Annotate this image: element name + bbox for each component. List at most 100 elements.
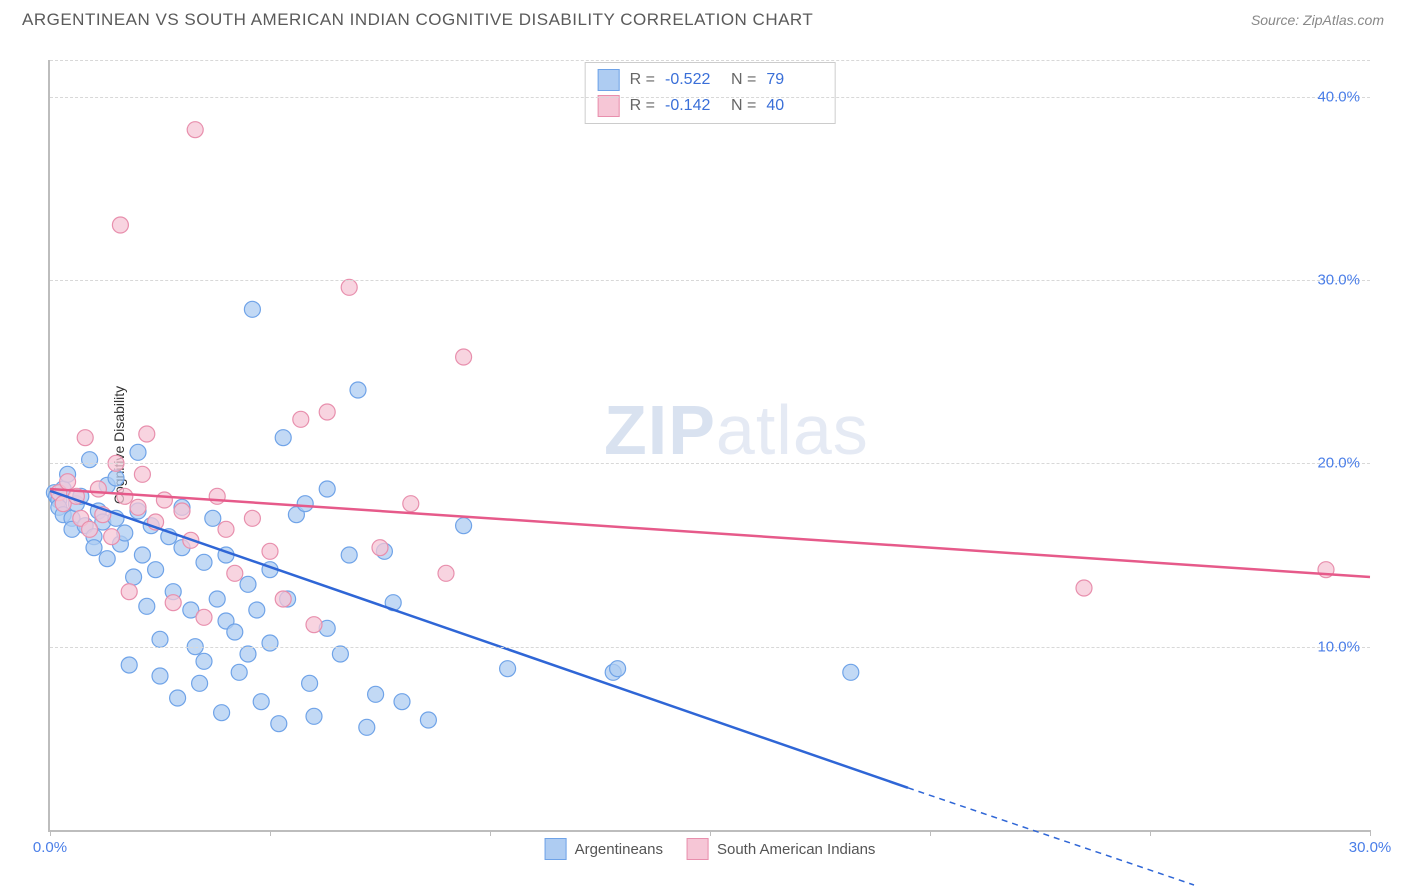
- gridline: [50, 60, 1370, 61]
- data-point: [359, 719, 375, 735]
- data-point: [196, 609, 212, 625]
- stat-label-n: N =: [731, 97, 756, 115]
- data-point: [174, 503, 190, 519]
- data-point: [77, 430, 93, 446]
- trend-line-extrapolated: [908, 788, 1194, 885]
- series-swatch: [598, 95, 620, 117]
- data-point: [240, 646, 256, 662]
- y-tick-label: 30.0%: [1317, 272, 1360, 289]
- data-point: [104, 529, 120, 545]
- legend-swatch: [687, 838, 709, 860]
- data-point: [60, 474, 76, 490]
- source-attribution: Source: ZipAtlas.com: [1251, 12, 1384, 28]
- x-tick-mark: [930, 830, 931, 836]
- data-point: [130, 499, 146, 515]
- stat-label-r: R =: [630, 97, 655, 115]
- data-point: [130, 444, 146, 460]
- data-point: [319, 481, 335, 497]
- stat-label-n: N =: [731, 71, 756, 89]
- data-point: [244, 301, 260, 317]
- data-point: [240, 576, 256, 592]
- data-point: [121, 584, 137, 600]
- data-point: [394, 694, 410, 710]
- x-tick-mark: [710, 830, 711, 836]
- data-point: [214, 705, 230, 721]
- chart-title: ARGENTINEAN VS SOUTH AMERICAN INDIAN COG…: [22, 10, 813, 30]
- stats-row: R =-0.522N =79: [598, 67, 823, 93]
- gridline: [50, 647, 1370, 648]
- data-point: [262, 543, 278, 559]
- gridline: [50, 280, 1370, 281]
- data-point: [456, 518, 472, 534]
- data-point: [262, 635, 278, 651]
- data-point: [209, 591, 225, 607]
- stat-value-n: 40: [766, 97, 822, 115]
- x-tick-mark: [1370, 830, 1371, 836]
- data-point: [275, 591, 291, 607]
- data-point: [306, 708, 322, 724]
- data-point: [82, 452, 98, 468]
- data-point: [165, 595, 181, 611]
- data-point: [293, 411, 309, 427]
- statistics-box: R =-0.522N =79R =-0.142N =40: [585, 62, 836, 124]
- data-point: [306, 617, 322, 633]
- data-point: [152, 631, 168, 647]
- data-point: [196, 653, 212, 669]
- data-point: [610, 661, 626, 677]
- data-point: [112, 217, 128, 233]
- data-point: [438, 565, 454, 581]
- data-point: [368, 686, 384, 702]
- data-point: [403, 496, 419, 512]
- gridline: [50, 463, 1370, 464]
- legend-label: Argentineans: [575, 841, 663, 858]
- data-point: [227, 565, 243, 581]
- data-point: [332, 646, 348, 662]
- data-point: [275, 430, 291, 446]
- data-point: [302, 675, 318, 691]
- data-point: [843, 664, 859, 680]
- data-point: [192, 675, 208, 691]
- data-point: [134, 466, 150, 482]
- legend-item: South American Indians: [687, 838, 875, 860]
- data-point: [156, 492, 172, 508]
- x-tick-mark: [270, 830, 271, 836]
- data-point: [1076, 580, 1092, 596]
- x-tick-label: 30.0%: [1349, 839, 1392, 856]
- data-point: [126, 569, 142, 585]
- data-point: [117, 488, 133, 504]
- data-point: [196, 554, 212, 570]
- data-point: [139, 598, 155, 614]
- data-point: [121, 657, 137, 673]
- data-point: [227, 624, 243, 640]
- data-point: [218, 521, 234, 537]
- data-point: [148, 562, 164, 578]
- data-point: [500, 661, 516, 677]
- data-point: [249, 602, 265, 618]
- data-point: [319, 404, 335, 420]
- data-point: [99, 551, 115, 567]
- data-point: [209, 488, 225, 504]
- stat-value-r: -0.142: [665, 97, 721, 115]
- data-point: [90, 481, 106, 497]
- data-point: [108, 470, 124, 486]
- data-point: [350, 382, 366, 398]
- data-point: [139, 426, 155, 442]
- data-point: [341, 279, 357, 295]
- data-point: [205, 510, 221, 526]
- trend-line: [50, 489, 1370, 577]
- data-point: [86, 540, 102, 556]
- data-point: [152, 668, 168, 684]
- data-point: [134, 547, 150, 563]
- data-point: [231, 664, 247, 680]
- stat-value-n: 79: [766, 71, 822, 89]
- data-point: [253, 694, 269, 710]
- data-point: [82, 521, 98, 537]
- data-point: [456, 349, 472, 365]
- stat-value-r: -0.522: [665, 71, 721, 89]
- series-swatch: [598, 69, 620, 91]
- legend: Argentineans South American Indians: [545, 838, 876, 860]
- x-tick-mark: [50, 830, 51, 836]
- legend-label: South American Indians: [717, 841, 875, 858]
- chart-canvas: [50, 60, 1370, 830]
- data-point: [271, 716, 287, 732]
